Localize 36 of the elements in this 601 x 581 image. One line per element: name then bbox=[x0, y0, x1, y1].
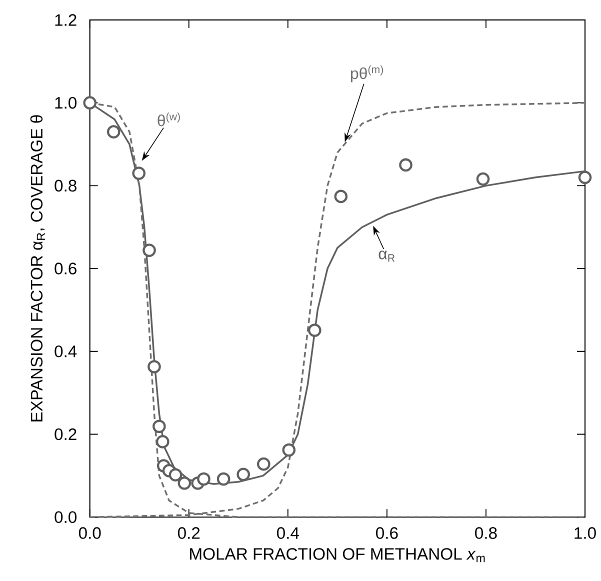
point bbox=[216, 472, 230, 486]
x-tick-label: 0.2 bbox=[178, 527, 200, 539]
point bbox=[106, 125, 120, 138]
point bbox=[152, 420, 166, 434]
y-tick-label: 0.6 bbox=[54, 262, 76, 274]
y-tick-label: 1.2 bbox=[55, 14, 76, 26]
y-axis-title: EXPANSION FACTOR α$_{R}$, COVERAGE θ bbox=[30, 115, 45, 422]
point bbox=[156, 435, 170, 448]
point bbox=[142, 244, 156, 257]
point bbox=[282, 443, 296, 457]
point bbox=[132, 166, 146, 180]
series-label: θ$^{(w)}$ bbox=[158, 112, 180, 126]
point bbox=[236, 468, 250, 482]
x-tick-label: 0.0 bbox=[78, 527, 101, 539]
y-tick-label: 0.4 bbox=[54, 346, 77, 358]
x-axis-title: MOLAR FRACTION OF METHANOL x$_{m}$ bbox=[190, 548, 485, 562]
point bbox=[308, 324, 322, 337]
y-tick-label: 0.0 bbox=[54, 511, 77, 524]
point bbox=[256, 457, 270, 471]
x-tick-label: 0.8 bbox=[475, 527, 497, 539]
x-tick-label: 0.6 bbox=[376, 527, 398, 539]
series-label: pθ$^{(m)}$ bbox=[350, 65, 384, 82]
point bbox=[148, 360, 161, 374]
point bbox=[334, 190, 348, 204]
point bbox=[178, 476, 192, 490]
x-tick-label: 1.0 bbox=[574, 527, 596, 539]
series-label: α$_{R}$ bbox=[378, 250, 395, 262]
y-tick-label: 0.2 bbox=[54, 428, 76, 440]
point bbox=[399, 158, 412, 172]
x-tick-label: 0.4 bbox=[276, 527, 299, 539]
point bbox=[168, 468, 182, 482]
point bbox=[83, 96, 97, 110]
point bbox=[476, 172, 490, 186]
y-tick-label: 1.0 bbox=[55, 96, 77, 109]
point bbox=[197, 472, 210, 486]
y-tick-label: 0.8 bbox=[54, 180, 76, 192]
